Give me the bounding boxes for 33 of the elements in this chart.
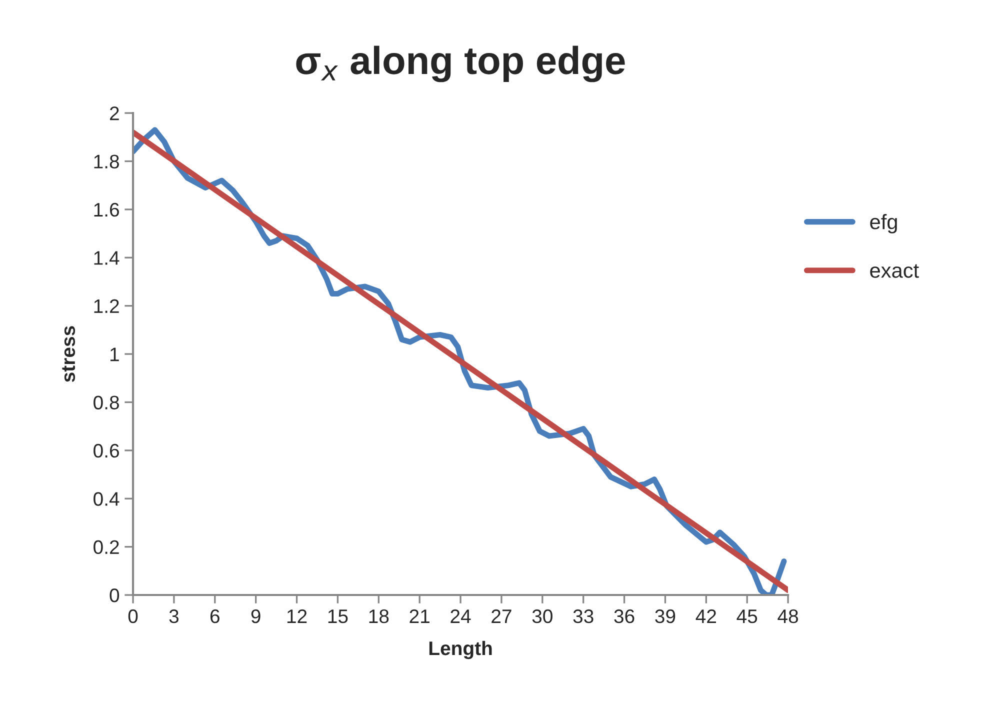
y-tick-label: 1.4 [94,251,120,265]
y-tick-label: 0.8 [94,396,119,410]
x-tick-label: 36 [614,609,634,624]
x-tick-label: 27 [492,609,512,623]
legend-label: efg [870,214,897,234]
chart-title: σ$_{x}$ along top edge [296,46,625,82]
x-axis-title: Length [429,640,492,660]
y-tick-label: 1.2 [94,299,119,313]
x-tick-label: 45 [736,610,758,624]
x-tick-label: 30 [532,609,552,624]
y-tick-label: 0.4 [94,492,120,506]
x-tick-label: 21 [410,609,430,623]
x-tick-label: 24 [450,609,471,623]
legend-label: exact [870,264,919,278]
x-tick-label: 9 [251,609,260,624]
x-tick-label: 3 [169,609,179,624]
x-tick-label: 15 [328,610,348,624]
x-tick-label: 48 [778,609,798,624]
y-tick-label: 0.6 [94,444,119,458]
y-tick-label: 0 [110,588,120,602]
y-tick-label: 1 [110,348,119,362]
x-tick-label: 18 [369,609,389,624]
x-tick-label: 0 [128,609,138,624]
x-tick-label: 6 [210,609,220,624]
x-tick-label: 12 [287,609,307,623]
y-axis-title: stress [62,326,76,382]
y-tick-label: 1.6 [94,202,119,217]
x-tick-label: 33 [573,609,594,624]
y-tick-label: 2 [110,106,119,120]
y-tick-label: 0.2 [94,540,119,554]
x-tick-label: 42 [696,609,716,623]
x-tick-label: 39 [655,609,676,624]
y-tick-label: 1.8 [94,154,119,168]
